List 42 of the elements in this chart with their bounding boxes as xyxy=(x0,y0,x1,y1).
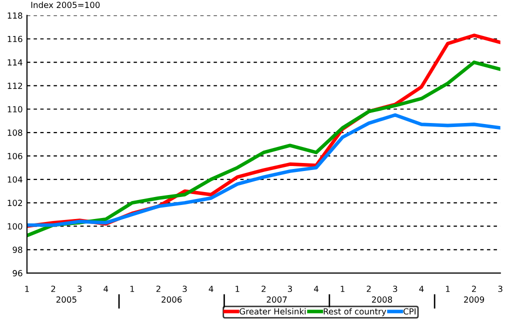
legend-label: Rest of country xyxy=(324,308,386,316)
y-tick-label: 96 xyxy=(12,270,22,276)
y-tick-label: 106 xyxy=(8,152,22,160)
y-tick-label: 100 xyxy=(8,223,22,230)
x-tick-label: 1 xyxy=(25,286,29,292)
x-tick-label: 3 xyxy=(182,286,187,292)
line-series xyxy=(26,60,500,238)
y-tick-label: 102 xyxy=(8,200,22,206)
x-tick-label: 3 xyxy=(498,286,502,292)
x-tick-label: 1 xyxy=(446,286,450,292)
x-tick-label: 1 xyxy=(340,286,344,292)
line-series xyxy=(26,113,500,227)
x-tick-label: 4 xyxy=(104,286,108,292)
x-tick-label: 4 xyxy=(314,286,318,292)
x-tick-label: 2 xyxy=(262,286,266,292)
y-tick-label: 98 xyxy=(12,246,22,253)
legend-label: Greater Helsinki xyxy=(240,308,306,315)
text: 2006 xyxy=(162,296,182,303)
y-tick-label: 116 xyxy=(8,36,22,42)
x-tick-label: 2 xyxy=(366,286,371,292)
text: 2005 xyxy=(56,296,76,303)
legend-label: CPI xyxy=(404,308,416,315)
y-tick-label: 108 xyxy=(8,130,22,136)
y-axis-title: Index 2005=100 xyxy=(31,2,100,8)
x-tick-label: 2 xyxy=(51,286,56,292)
y-tick-label: 112 xyxy=(8,82,22,89)
x-tick-label: 3 xyxy=(288,286,292,292)
x-tick-label: 2 xyxy=(156,286,160,292)
text: 2009 xyxy=(464,296,484,303)
y-tick-label: 114 xyxy=(8,59,22,66)
x-tick-label: 3 xyxy=(393,286,398,292)
x-tick-label: 2 xyxy=(472,286,476,292)
x-tick-label: 1 xyxy=(130,286,134,292)
x-tick-label: 4 xyxy=(208,286,214,292)
y-tick-label: 110 xyxy=(8,106,22,112)
x-tick-label: 1 xyxy=(236,286,240,292)
y-tick-label: 104 xyxy=(8,176,22,183)
x-tick-label: 3 xyxy=(78,286,82,292)
y-tick-label: 118 xyxy=(8,12,22,19)
text: 2008 xyxy=(372,296,392,303)
text: 2007 xyxy=(266,296,287,303)
x-tick-label: 4 xyxy=(419,286,424,292)
